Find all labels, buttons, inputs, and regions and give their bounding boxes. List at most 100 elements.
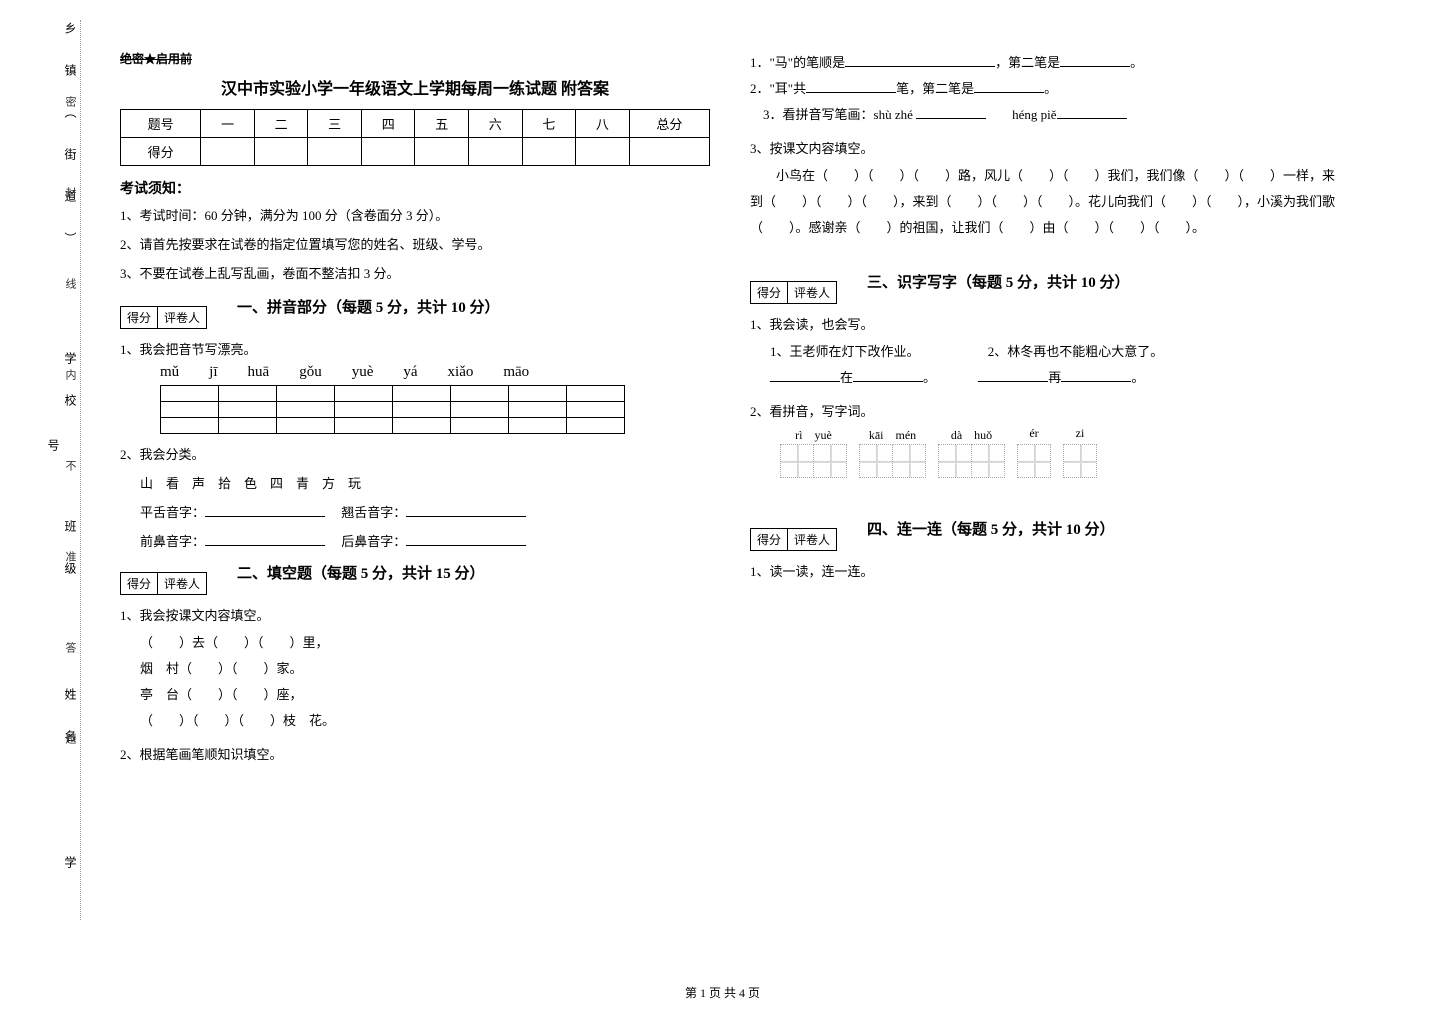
tian-pinyin: dà huǒ [951, 426, 992, 442]
score-header-row: 题号一二三四五六七八总分 [121, 110, 710, 138]
tian-cell [1017, 444, 1051, 478]
s2-stroke-1: 1．"马"的笔顺是 ，第二笔是 。 [750, 50, 1340, 76]
poem-line: 烟 村（ ）（ ）家。 [140, 656, 710, 682]
s3-sub-row: 1、王老师在灯下改作业。 2、林冬再也不能粗心大意了。 [770, 339, 1340, 365]
section-3-title: 三、识字写字（每题 5 分，共计 10 分） [867, 271, 1130, 292]
notice-heading: 考试须知： [120, 178, 710, 198]
blank [406, 532, 526, 546]
score-header-cell: 题号 [121, 110, 201, 138]
score-box-label-b: 评卷人 [788, 529, 836, 550]
score-value-cell [361, 138, 415, 166]
s3-q1: 1、我会读，也会写。 [750, 314, 1340, 333]
notice-item: 2、请首先按要求在试卷的指定位置填写您的姓名、班级、学号。 [120, 235, 710, 256]
label-pingshé: 平舌音字： [140, 505, 205, 520]
binding-dotted-line [80, 20, 81, 920]
score-value-cell [254, 138, 308, 166]
s2-poem: （ ）去（ ）（ ）里，烟 村（ ）（ ）家。亭 台（ ）（ ）座，（ ）（ ）… [140, 630, 710, 734]
tian-cell [1063, 444, 1097, 478]
pinyin-item: jī [209, 364, 217, 381]
score-header-cell: 二 [254, 110, 308, 138]
score-value-row: 得分 [121, 138, 710, 166]
pinyin-item: gǒu [299, 364, 322, 381]
tian-group: ér [1017, 426, 1051, 478]
score-value-cell [522, 138, 576, 166]
score-header-cell: 一 [201, 110, 255, 138]
score-header-cell: 总分 [629, 110, 709, 138]
s2-q3: 3、按课文内容填空。 [750, 138, 1340, 157]
blank [916, 105, 986, 119]
score-value-cell: 得分 [121, 138, 201, 166]
tian-boxes [1063, 444, 1097, 478]
secret-label: 绝密★启用前 [120, 50, 710, 67]
score-header-cell: 五 [415, 110, 469, 138]
score-header-cell: 六 [469, 110, 523, 138]
section-1-title: 一、拼音部分（每题 5 分，共计 10 分） [237, 296, 500, 317]
score-box-3: 得分评卷人 [750, 281, 837, 304]
score-box-2: 得分评卷人 [120, 572, 207, 595]
score-box-label-a: 得分 [121, 307, 158, 328]
score-header-cell: 三 [308, 110, 362, 138]
score-value-cell [201, 138, 255, 166]
s1-q1: 1、我会把音节写漂亮。 [120, 339, 710, 358]
score-box-label-a: 得分 [751, 282, 788, 303]
text: 再 [1048, 370, 1061, 385]
s1-chars: 山 看 声 拾 色 四 青 方 玩 [140, 473, 710, 492]
blank [406, 503, 526, 517]
section-4-title: 四、连一连（每题 5 分，共计 10 分） [867, 518, 1115, 539]
poem-line: （ ）（ ）（ ）枝 花。 [140, 708, 710, 734]
notice-list: 1、考试时间：60 分钟，满分为 100 分（含卷面分 3 分）。 2、请首先按要… [120, 206, 710, 284]
text: 1．"马"的笔顺是 [750, 55, 845, 70]
tian-group: zi [1063, 426, 1097, 478]
score-box-1: 得分评卷人 [120, 306, 207, 329]
tian-group: dà huǒ [938, 426, 1005, 478]
s2-stroke-2: 2．"耳"共笔，第二笔是。 [750, 76, 1340, 102]
page-content: 绝密★启用前 汉中市实验小学一年级语文上学期每周一练试题 附答案 题号一二三四五… [0, 0, 1445, 769]
score-box-label-b: 评卷人 [158, 573, 206, 594]
blank [1060, 53, 1130, 67]
score-value-cell [629, 138, 709, 166]
blank [978, 368, 1048, 382]
pinyin-item: māo [503, 364, 529, 381]
pinyin-item: mǔ [160, 364, 179, 381]
section-3-header: 得分评卷人 三、识字写字（每题 5 分，共计 10 分） [750, 271, 1340, 304]
s1-classify-row2: 前鼻音字： 后鼻音字： [140, 531, 710, 550]
binding-inner-labels: 密封线内不准答题 [62, 20, 78, 900]
text: ，第二笔是 [995, 55, 1060, 70]
tian-pinyin: ér [1029, 426, 1038, 442]
text: 。 [923, 370, 936, 385]
text: 。 [1044, 81, 1057, 96]
section-2-title: 二、填空题（每题 5 分，共计 15 分） [237, 562, 485, 583]
s4-q1: 1、读一读，连一连。 [750, 561, 1340, 580]
blank [205, 503, 325, 517]
score-box-label-b: 评卷人 [158, 307, 206, 328]
s1-q2: 2、我会分类。 [120, 444, 710, 463]
score-value-cell [576, 138, 630, 166]
score-header-cell: 四 [361, 110, 415, 138]
score-table: 题号一二三四五六七八总分 得分 [120, 109, 710, 166]
blank [806, 79, 896, 93]
text: 2、林冬再也不能粗心大意了。 [988, 344, 1164, 359]
text: héng piě [1012, 107, 1056, 122]
exam-title: 汉中市实验小学一年级语文上学期每周一练试题 附答案 [120, 75, 710, 99]
pinyin-item: huā [248, 364, 270, 381]
notice-item: 3、不要在试卷上乱写乱画，卷面不整洁扣 3 分。 [120, 264, 710, 285]
score-header-cell: 八 [576, 110, 630, 138]
s2-q1: 1、我会按课文内容填空。 [120, 605, 710, 624]
label-qiaoshé: 翘舌音字： [341, 505, 406, 520]
score-value-cell [469, 138, 523, 166]
left-column: 绝密★启用前 汉中市实验小学一年级语文上学期每周一练试题 附答案 题号一二三四五… [120, 50, 710, 769]
pinyin-item: xiǎo [448, 364, 474, 381]
section-4-header: 得分评卷人 四、连一连（每题 5 分，共计 10 分） [750, 518, 1340, 551]
right-column: 1．"马"的笔顺是，第二笔是。 2．"耳"共笔，第二笔是。 3．看拼音写笔画：s… [750, 50, 1340, 769]
notice-item: 1、考试时间：60 分钟，满分为 100 分（含卷面分 3 分）。 [120, 206, 710, 227]
tian-boxes [938, 444, 1005, 478]
label-qianbi: 前鼻音字： [140, 534, 205, 549]
blank [205, 532, 325, 546]
poem-line: （ ）去（ ）（ ）里， [140, 630, 710, 656]
page-number: 第 1 页 共 4 页 [685, 984, 760, 1001]
text: 。 [1130, 55, 1143, 70]
tian-cell [813, 444, 847, 478]
tian-boxes [1017, 444, 1051, 478]
tian-boxes [859, 444, 926, 478]
pinyin-item: yuè [352, 364, 374, 381]
